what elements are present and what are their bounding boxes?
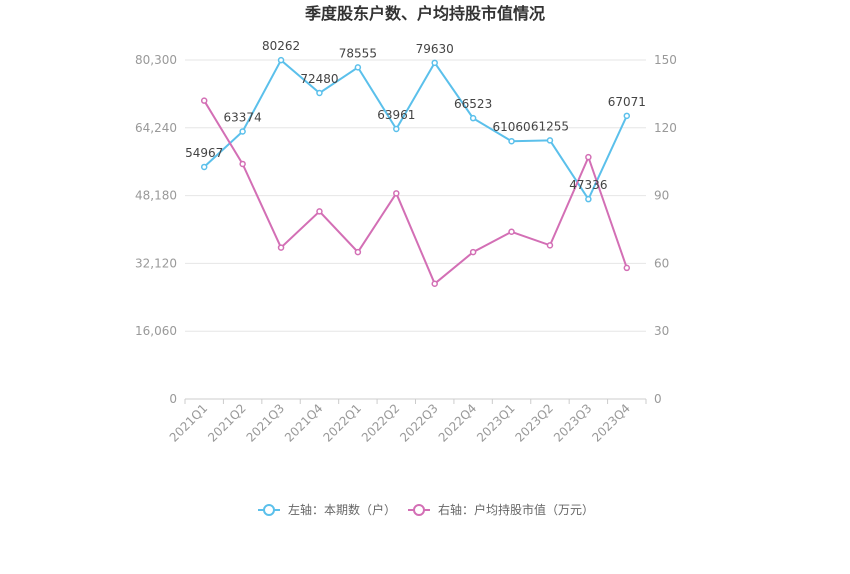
x-axis-tick-label: 2022Q3 bbox=[397, 401, 441, 445]
data-point bbox=[239, 128, 246, 135]
data-point bbox=[508, 228, 515, 236]
data-point bbox=[393, 190, 400, 197]
data-point bbox=[354, 64, 362, 71]
grid bbox=[185, 59, 646, 332]
legend-item-1[interactable]: 左轴：本期数（户） bbox=[258, 502, 396, 517]
x-axis-tick-label: 2021Q1 bbox=[167, 401, 211, 445]
data-point bbox=[623, 264, 631, 272]
data-label: 63961 bbox=[377, 108, 415, 122]
left-axis-tick-label: 16,060 bbox=[135, 324, 177, 338]
left-axis-tick-label: 0 bbox=[169, 392, 177, 406]
x-axis-tick-label: 2022Q2 bbox=[359, 401, 403, 445]
left-axis-tick-label: 48,180 bbox=[135, 189, 177, 203]
data-label: 47336 bbox=[569, 178, 607, 192]
x-axis-tick-label: 2022Q1 bbox=[320, 401, 364, 445]
data-label: 61255 bbox=[531, 119, 569, 133]
right-axis: 0 30 60 90 120 150 bbox=[654, 53, 677, 406]
right-axis-tick-label: 150 bbox=[654, 53, 677, 67]
data-point bbox=[546, 137, 554, 144]
x-axis-tick-label: 2023Q2 bbox=[513, 401, 557, 445]
data-point bbox=[316, 208, 323, 215]
data-label: 61060 bbox=[492, 120, 530, 134]
data-label: 54967 bbox=[185, 146, 223, 160]
data-point bbox=[200, 97, 208, 104]
legend-marker bbox=[263, 504, 275, 516]
legend-label: 左轴：本期数（户） bbox=[288, 502, 396, 517]
right-axis-tick-label: 60 bbox=[654, 256, 669, 270]
right-axis-tick-label: 0 bbox=[654, 392, 662, 406]
right-axis-tick-label: 30 bbox=[654, 324, 669, 338]
data-point bbox=[316, 89, 323, 97]
x-axis-tick-label: 2023Q4 bbox=[589, 401, 633, 445]
data-point bbox=[277, 244, 285, 251]
data-point bbox=[623, 112, 631, 120]
data-point bbox=[354, 248, 362, 256]
data-point bbox=[200, 163, 208, 171]
x-axis-tick-label: 2023Q3 bbox=[551, 401, 595, 445]
data-point bbox=[393, 125, 400, 133]
data-point bbox=[431, 59, 438, 67]
data-point bbox=[585, 153, 592, 161]
data-label: 66523 bbox=[454, 97, 492, 111]
x-axis: 2021Q12021Q22021Q32021Q42022Q12022Q22022… bbox=[167, 398, 647, 445]
data-point bbox=[508, 137, 515, 145]
data-point bbox=[469, 248, 477, 256]
x-axis-tick-label: 2022Q4 bbox=[436, 401, 480, 445]
left-axis-tick-label: 32,120 bbox=[135, 256, 177, 270]
data-label: 72480 bbox=[300, 72, 338, 86]
data-label: 80262 bbox=[262, 39, 300, 53]
x-axis-tick-label: 2021Q2 bbox=[205, 401, 249, 445]
left-axis-tick-label: 64,240 bbox=[135, 121, 177, 135]
data-label: 79630 bbox=[416, 42, 454, 56]
left-axis: 0 16,060 32,120 48,180 64,240 80,300 bbox=[135, 53, 177, 406]
legend[interactable]: 左轴：本期数（户） 右轴：户均持股市值（万元） bbox=[258, 502, 594, 517]
data-point bbox=[431, 280, 438, 287]
series-line-2 bbox=[203, 100, 628, 286]
x-axis-tick-label: 2021Q3 bbox=[244, 401, 288, 445]
data-label: 67071 bbox=[608, 95, 646, 109]
right-axis-tick-label: 90 bbox=[654, 189, 669, 203]
left-axis-tick-label: 80,300 bbox=[135, 53, 177, 67]
data-point bbox=[277, 56, 285, 64]
data-label: 78555 bbox=[339, 46, 377, 60]
data-point bbox=[585, 195, 592, 203]
legend-marker bbox=[413, 504, 425, 516]
chart-title: 季度股东户数、户均持股市值情况 bbox=[304, 4, 545, 23]
series-line-1 bbox=[203, 58, 628, 202]
x-axis-tick-label: 2021Q4 bbox=[282, 401, 326, 445]
legend-item-2[interactable]: 右轴：户均持股市值（万元） bbox=[408, 502, 594, 517]
data-point bbox=[469, 114, 477, 122]
series-lines bbox=[200, 56, 631, 287]
data-point bbox=[546, 242, 554, 249]
data-point bbox=[239, 160, 246, 168]
right-axis-tick-label: 120 bbox=[654, 121, 677, 135]
legend-label: 右轴：户均持股市值（万元） bbox=[438, 502, 594, 517]
data-label: 63374 bbox=[224, 110, 262, 124]
x-axis-tick-label: 2023Q1 bbox=[474, 401, 518, 445]
